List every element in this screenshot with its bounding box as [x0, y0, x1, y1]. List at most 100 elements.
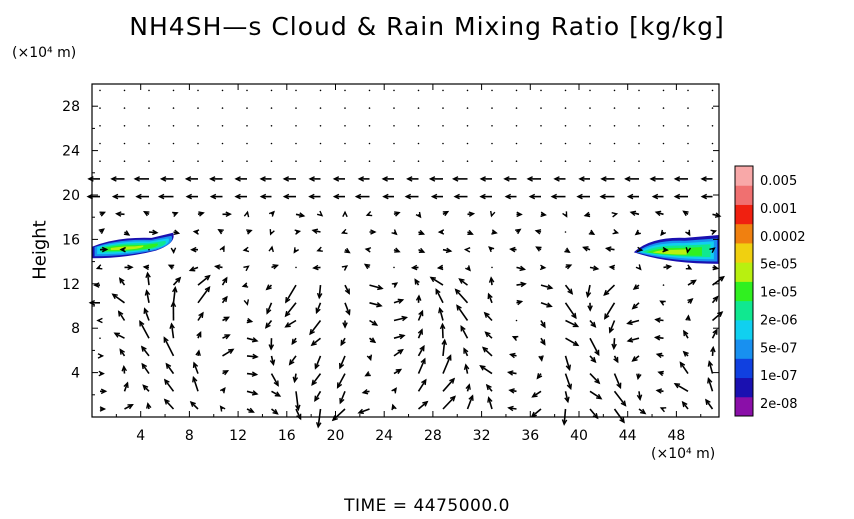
wind-vector-head [157, 193, 165, 200]
wind-vector-head [248, 407, 255, 413]
wind-vector [246, 390, 258, 395]
wind-vector-head [185, 193, 192, 200]
wind-vector-dot [491, 125, 493, 127]
wind-vector-head [620, 400, 627, 407]
time-label: TIME = 4475000.0 [344, 496, 510, 516]
wind-vector-head [483, 311, 490, 318]
y-tick-label: 24 [62, 144, 80, 160]
wind-vector [442, 340, 446, 356]
wind-vector [164, 399, 175, 410]
wind-vector-head [682, 350, 689, 357]
wind-vector [613, 408, 625, 423]
wind-vector-dot [515, 125, 518, 127]
wind-vector [484, 312, 493, 322]
wind-vector-head [463, 347, 469, 354]
wind-vector-dot [711, 142, 714, 145]
wind-vector-head [445, 247, 453, 254]
wind-vector-head [316, 246, 323, 252]
wind-vector-head [391, 387, 397, 394]
wind-vector-dot [393, 142, 395, 145]
wind-vector-head [484, 331, 491, 338]
wind-vector-head [506, 370, 514, 376]
wind-vector-head [526, 176, 533, 182]
wind-vector-dot [246, 160, 248, 162]
wind-vector-dot [466, 142, 469, 145]
wind-vector-dot [368, 125, 371, 127]
wind-vector-head [95, 264, 103, 270]
colorbar-swatch [735, 339, 753, 359]
wind-vector [564, 373, 572, 389]
wind-vector-head [654, 317, 661, 323]
wind-vector-head [535, 246, 542, 252]
x-tick-label: 48 [667, 428, 685, 444]
wind-vector-head [364, 247, 372, 253]
wind-vector-dot [589, 89, 591, 92]
wind-vector-head [685, 229, 691, 237]
wind-vector [589, 337, 600, 356]
wind-vector-head [142, 211, 150, 217]
wind-vector-head [398, 333, 406, 340]
wind-vector-head [418, 229, 426, 236]
wind-vector-head [453, 193, 460, 200]
wind-vector-head [520, 281, 527, 288]
wind-vector-dot [393, 160, 395, 162]
wind-vector-head [184, 176, 192, 182]
wind-vector-head [315, 307, 321, 315]
wind-vector-head [364, 371, 371, 377]
wind-vector-head [251, 390, 259, 396]
wind-vector-dot [221, 89, 224, 92]
wind-vector-dot [491, 107, 493, 109]
wind-vector-head [463, 363, 470, 370]
wind-vector-head [382, 193, 389, 200]
wind-vector [197, 275, 211, 286]
x-tick-label: 44 [619, 428, 637, 444]
colorbar-label: 2e-08 [760, 397, 798, 412]
wind-vector-head [616, 382, 622, 390]
wind-vector [139, 321, 150, 339]
wind-vector-head [700, 193, 708, 200]
x-tick-label: 40 [570, 428, 588, 444]
wind-vector-head [251, 371, 259, 377]
wind-vector-head [687, 297, 694, 304]
wind-vector-head [293, 247, 300, 254]
wind-vector-dot [148, 248, 150, 251]
y-tick-label: 28 [62, 99, 80, 115]
y-tick-label: 12 [62, 277, 80, 293]
wind-vector-head [312, 264, 319, 271]
wind-vector-head [139, 320, 145, 327]
wind-vector-dot [319, 107, 322, 109]
wind-vector-head [219, 387, 226, 394]
wind-vector-head [454, 288, 461, 295]
x-tick-label: 4 [136, 428, 145, 444]
wind-vector-head [420, 357, 426, 365]
wind-vector [627, 337, 640, 342]
wind-vector-head [429, 276, 436, 283]
wind-vector-dot [589, 142, 591, 145]
wind-vector-head [121, 364, 128, 372]
wind-vector-head [366, 354, 373, 362]
wind-vector-dot [540, 160, 542, 162]
wind-vector [613, 373, 622, 388]
wind-vector-head [217, 228, 224, 235]
wind-vector-head [339, 397, 345, 405]
wind-vector-head [534, 229, 542, 235]
wind-vector-head [679, 361, 686, 368]
wind-vector-head [660, 229, 667, 237]
wind-vector-dot [540, 125, 542, 127]
wind-vector-head [626, 337, 634, 343]
wind-vector-head [259, 176, 266, 182]
wind-vector [336, 373, 346, 388]
wind-vector-head [123, 230, 131, 236]
wind-vector-dot [246, 142, 248, 145]
wind-vector [285, 284, 297, 303]
wind-vector-head [340, 339, 346, 347]
wind-vector-head [395, 368, 403, 375]
wind-vector [589, 373, 600, 384]
wind-vector-head [175, 276, 182, 283]
wind-vector-head [285, 297, 291, 304]
wind-vector-head [310, 340, 317, 347]
wind-vector-dot [515, 107, 518, 109]
wind-vector-head [284, 322, 291, 328]
wind-vector-head [163, 378, 170, 385]
